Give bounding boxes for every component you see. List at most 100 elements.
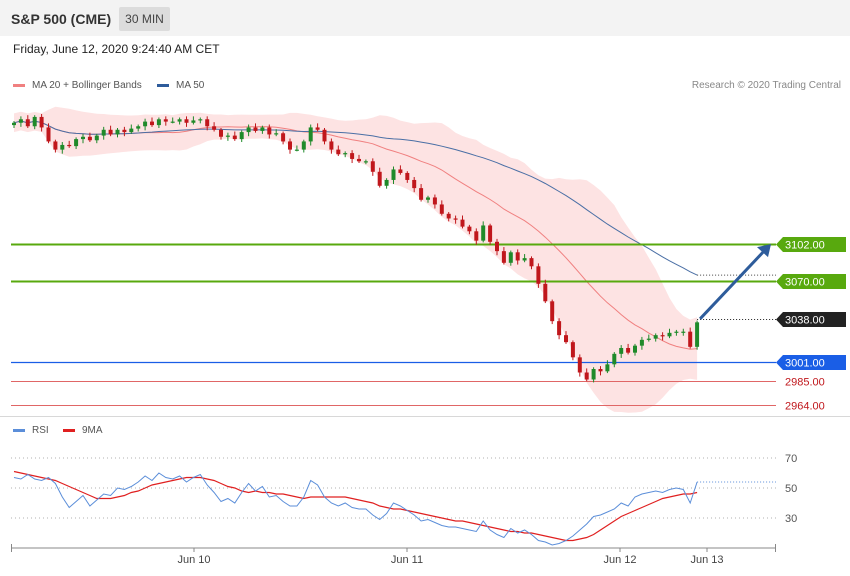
candle	[81, 136, 85, 140]
candle	[405, 172, 410, 180]
candle	[253, 127, 258, 131]
legend-ma20: MA 20 + Bollinger Bands	[13, 80, 142, 91]
candle	[619, 347, 624, 354]
candle	[363, 161, 368, 163]
candle	[391, 169, 396, 180]
candle	[129, 128, 134, 133]
candle	[60, 144, 65, 150]
candle	[329, 141, 334, 150]
credit-text: Research © 2020 Trading Central	[691, 80, 841, 91]
candle	[460, 219, 465, 227]
price-tag-1	[776, 274, 846, 289]
candle	[336, 149, 341, 155]
legend-9ma: 9MA	[63, 425, 103, 436]
candle	[115, 129, 120, 135]
candle	[219, 129, 223, 137]
x-tick-label-0: Jun 10	[177, 554, 210, 566]
candle	[432, 197, 437, 205]
rsi-level-label-2: 30	[785, 513, 797, 525]
candle	[529, 258, 534, 267]
candle	[370, 161, 375, 172]
candle	[501, 251, 506, 263]
candle	[12, 122, 16, 126]
candle	[163, 119, 168, 122]
candle	[301, 141, 306, 150]
candle	[412, 179, 417, 189]
x-tick-label-1: Jun 11	[391, 554, 423, 566]
candle	[453, 218, 458, 220]
candle	[522, 258, 527, 261]
candle	[170, 121, 175, 123]
candle	[598, 369, 603, 372]
candle	[674, 331, 679, 333]
x-tick-label-3: Jun 13	[690, 554, 723, 566]
price-label-5: 2964.00	[785, 401, 825, 413]
candle	[177, 119, 182, 122]
candle	[557, 321, 562, 336]
rsi-level-label-1: 50	[785, 483, 797, 495]
candle	[136, 126, 141, 129]
candle	[681, 331, 686, 333]
candle	[67, 144, 72, 147]
candle	[543, 283, 548, 302]
ma50-swatch	[157, 83, 169, 87]
candle	[584, 372, 589, 380]
candle	[550, 301, 555, 322]
candle	[357, 158, 361, 162]
candle	[474, 231, 479, 241]
rsi-line	[13, 472, 698, 546]
legend-ma50: MA 50	[157, 80, 204, 91]
legend-rsi: RSI	[13, 425, 49, 436]
time-axis: Jun 10 Jun 11 Jun 12 Jun 13	[11, 544, 776, 566]
candle	[426, 197, 430, 200]
candle	[46, 127, 51, 142]
panel-divider	[0, 416, 850, 417]
candle	[605, 364, 610, 372]
candle	[94, 135, 99, 141]
candle	[626, 347, 631, 353]
legend-9ma-label: 9MA	[82, 425, 103, 436]
rsi-swatch	[13, 428, 25, 432]
candle	[288, 141, 292, 150]
level-lines-layer: 3102.00 3070.00 3038.00 3001.00 2985.00 2964.…	[11, 237, 846, 413]
candle	[246, 127, 251, 133]
candle	[384, 179, 389, 186]
candle	[315, 127, 320, 130]
candle	[274, 133, 279, 135]
candle	[74, 139, 79, 147]
candle	[488, 225, 493, 242]
candle	[39, 116, 44, 128]
rsi-panel: 70 50 30	[11, 453, 797, 546]
timeframe-selector[interactable]: 30 MIN	[119, 7, 170, 31]
price-tag-3	[776, 355, 846, 370]
x-tick-label-2: Jun 12	[603, 554, 636, 566]
bollinger-band-layer	[13, 106, 698, 413]
candle	[322, 129, 327, 142]
price-label-4: 2985.00	[785, 377, 825, 389]
candle	[122, 129, 127, 133]
ma20-swatch	[13, 83, 25, 87]
candle	[53, 141, 58, 150]
candle	[308, 127, 313, 142]
rsi-ma-line	[13, 470, 698, 542]
legend-ma50-label: MA 50	[176, 80, 205, 91]
candle	[660, 335, 665, 337]
price-tag-label-0: 3102.00	[785, 240, 825, 252]
candle	[143, 121, 148, 127]
candle	[591, 369, 596, 380]
rsi-ma-swatch	[63, 428, 75, 432]
candle	[467, 226, 472, 232]
candles-layer	[12, 114, 700, 383]
price-tag-2	[776, 312, 846, 327]
forecast-arrowhead	[757, 244, 771, 258]
candle	[267, 127, 272, 135]
candle	[191, 120, 196, 123]
chart-header: S&P 500 (CME) 30 MIN	[0, 0, 850, 36]
candle	[398, 169, 403, 173]
candle	[239, 132, 244, 140]
candle	[515, 252, 520, 261]
candle	[564, 335, 568, 343]
candle	[232, 135, 237, 140]
candle	[343, 153, 348, 155]
